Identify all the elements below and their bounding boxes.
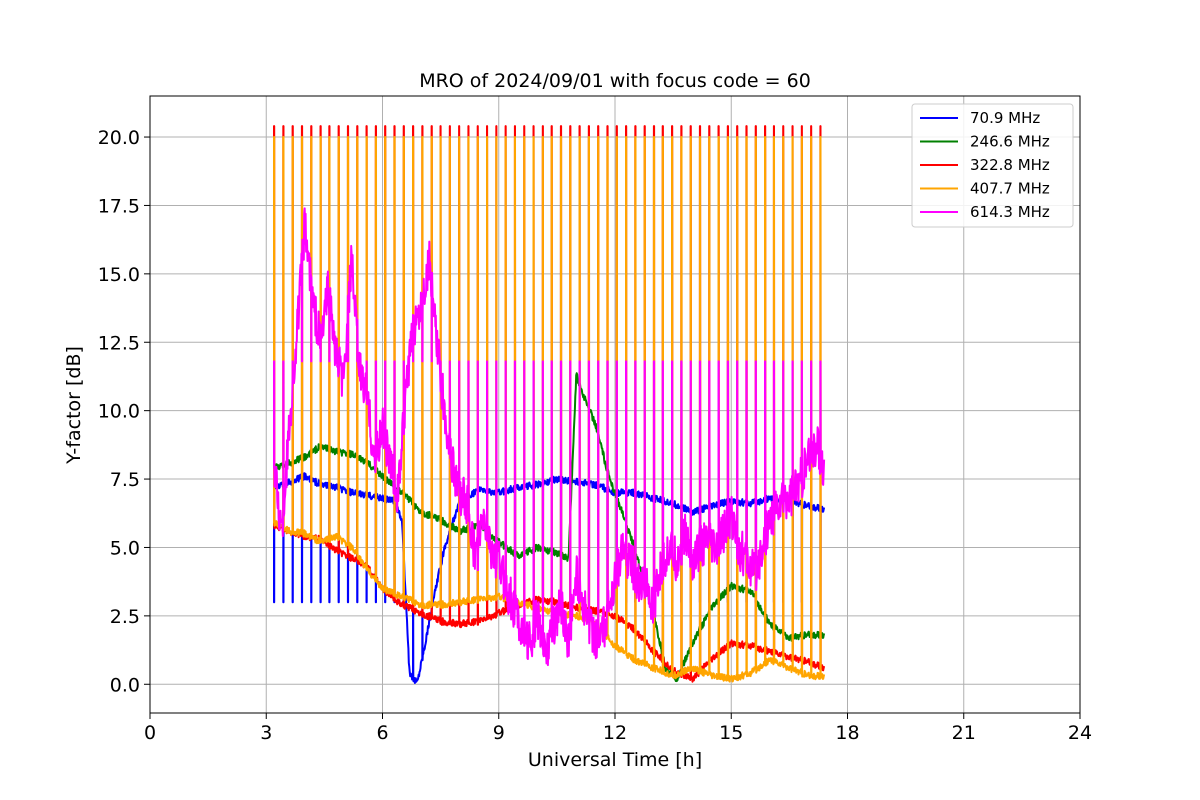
x-tick-label: 24 [1068, 722, 1092, 744]
x-tick-label: 15 [719, 722, 743, 744]
series-line [273, 136, 826, 683]
x-tick-label: 6 [376, 722, 388, 744]
y-tick-label: 10.0 [98, 401, 140, 423]
chart-title: MRO of 2024/09/01 with focus code = 60 [419, 70, 811, 92]
y-tick-label: 12.5 [98, 332, 140, 354]
legend-entry: 407.7 MHz [970, 180, 1050, 198]
legend-entry: 70.9 MHz [970, 109, 1040, 127]
y-tick-label: 0.0 [110, 674, 140, 696]
y-tick-label: 7.5 [110, 469, 140, 491]
legend-entry: 614.3 MHz [970, 203, 1050, 221]
y-axis-label: Y-factor [dB] [63, 346, 85, 465]
y-tick-label: 5.0 [110, 537, 140, 559]
x-tick-label: 9 [493, 722, 505, 744]
y-tick-label: 15.0 [98, 264, 140, 286]
ticks: 0 3 6 9 12 15 18 21 24 0.0 2.5 5.0 7.5 10.0 12.5 15.0 17… [98, 127, 1092, 744]
legend-entry: 246.6 MHz [970, 133, 1050, 151]
series-407_7-mhz [273, 136, 826, 683]
legend: 70.9 MHz 246.6 MHz 322.8 MHz 407.7 MHz 614.3… [911, 103, 1074, 228]
x-tick-label: 0 [144, 722, 156, 744]
legend-box [911, 103, 1074, 228]
y-tick-label: 17.5 [98, 195, 140, 217]
y-tick-label: 2.5 [110, 606, 140, 628]
legend-entry: 322.8 MHz [970, 156, 1050, 174]
x-tick-label: 18 [835, 722, 859, 744]
series-line [273, 207, 826, 667]
x-tick-label: 3 [260, 722, 272, 744]
x-tick-label: 12 [603, 722, 627, 744]
series-group [273, 125, 826, 684]
grid [149, 96, 1081, 713]
y-tick-label: 20.0 [98, 127, 140, 149]
x-axis-label: Universal Time [h] [528, 749, 702, 771]
x-tick-label: 21 [952, 722, 976, 744]
series-614_3-mhz [273, 207, 826, 667]
